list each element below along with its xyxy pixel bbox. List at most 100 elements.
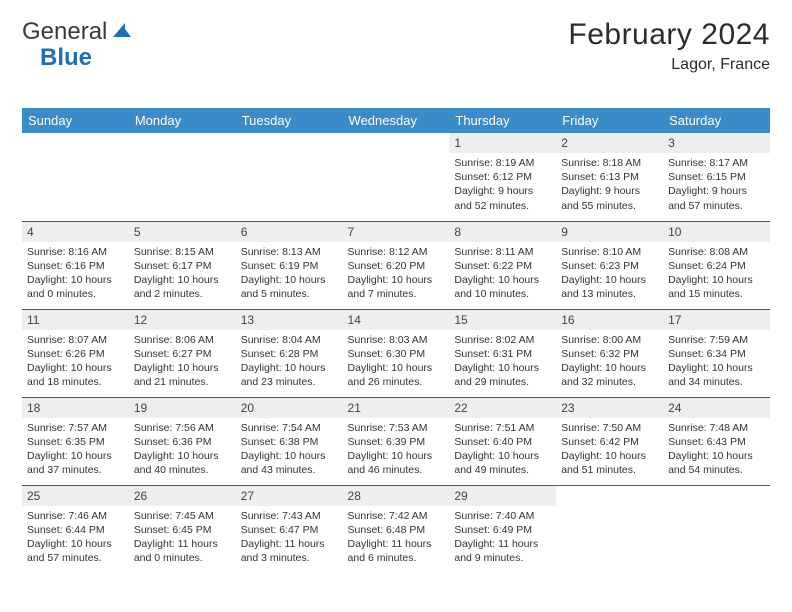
calendar-thead: Sunday Monday Tuesday Wednesday Thursday… xyxy=(22,108,770,133)
calendar-cell xyxy=(556,485,663,573)
day-number: 5 xyxy=(129,222,236,242)
day-number: 9 xyxy=(556,222,663,242)
sunrise-text: Sunrise: 7:56 AM xyxy=(134,421,231,435)
day-number: 10 xyxy=(663,222,770,242)
day-number xyxy=(129,133,236,153)
calendar-cell xyxy=(236,133,343,221)
dl1-text: Daylight: 9 hours xyxy=(454,184,551,198)
calendar-cell: 7Sunrise: 8:12 AMSunset: 6:20 PMDaylight… xyxy=(343,221,450,309)
day-number: 2 xyxy=(556,133,663,153)
cell-body: Sunrise: 7:57 AMSunset: 6:35 PMDaylight:… xyxy=(22,418,129,482)
calendar-cell xyxy=(22,133,129,221)
cell-body: Sunrise: 8:17 AMSunset: 6:15 PMDaylight:… xyxy=(663,153,770,217)
cell-body: Sunrise: 7:43 AMSunset: 6:47 PMDaylight:… xyxy=(236,506,343,570)
calendar-cell xyxy=(663,485,770,573)
sunrise-text: Sunrise: 7:54 AM xyxy=(241,421,338,435)
weekday-header: Friday xyxy=(556,108,663,133)
weekday-header: Thursday xyxy=(449,108,556,133)
cell-body: Sunrise: 8:10 AMSunset: 6:23 PMDaylight:… xyxy=(556,242,663,306)
calendar-cell: 16 Sunrise: 8:00 AMSunset: 6:32 PMDayligh… xyxy=(556,309,663,397)
title-block: February 2024 Lagor, France xyxy=(568,18,770,74)
cell-body: Sunrise: 7:54 AMSunset: 6:38 PMDaylight:… xyxy=(236,418,343,482)
calendar-cell: 8Sunrise: 8:11 AMSunset: 6:22 PMDaylight… xyxy=(449,221,556,309)
dl1-text: Daylight: 11 hours xyxy=(241,537,338,551)
calendar-cell: 29Sunrise: 7:40 AMSunset: 6:49 PMDayligh… xyxy=(449,485,556,573)
sunset-text: Sunset: 6:12 PM xyxy=(454,170,551,184)
dl1-text: Daylight: 10 hours xyxy=(27,537,124,551)
sunrise-text: Sunrise: 7:43 AM xyxy=(241,509,338,523)
sunrise-text: Sunrise: 7:40 AM xyxy=(454,509,551,523)
dl1-text: Daylight: 10 hours xyxy=(241,273,338,287)
day-number: 16 xyxy=(556,310,663,330)
day-number xyxy=(236,133,343,153)
calendar-cell: 4Sunrise: 8:16 AMSunset: 6:16 PMDaylight… xyxy=(22,221,129,309)
day-number: 11 xyxy=(22,310,129,330)
dl2-text: and 40 minutes. xyxy=(134,463,231,477)
sunrise-text: Sunrise: 7:59 AM xyxy=(668,333,765,347)
sunset-text: Sunset: 6:22 PM xyxy=(454,259,551,273)
sunrise-text: Sunrise: 8:03 AM xyxy=(348,333,445,347)
dl2-text: and 57 minutes. xyxy=(27,551,124,565)
sunset-text: Sunset: 6:16 PM xyxy=(27,259,124,273)
header: General February 2024 Lagor, France xyxy=(22,18,770,74)
cell-body: Sunrise: 8:16 AMSunset: 6:16 PMDaylight:… xyxy=(22,242,129,306)
cell-body: Sunrise: 8:13 AMSunset: 6:19 PMDaylight:… xyxy=(236,242,343,306)
cell-body: Sunrise: 8:03 AMSunset: 6:30 PMDaylight:… xyxy=(343,330,450,394)
sunset-text: Sunset: 6:49 PM xyxy=(454,523,551,537)
day-number: 14 xyxy=(343,310,450,330)
sunrise-text: Sunrise: 8:13 AM xyxy=(241,245,338,259)
cell-body: Sunrise: 7:40 AMSunset: 6:49 PMDaylight:… xyxy=(449,506,556,570)
sunrise-text: Sunrise: 8:16 AM xyxy=(27,245,124,259)
calendar-cell: 10Sunrise: 8:08 AMSunset: 6:24 PMDayligh… xyxy=(663,221,770,309)
dl1-text: Daylight: 10 hours xyxy=(454,449,551,463)
calendar-cell: 20Sunrise: 7:54 AMSunset: 6:38 PMDayligh… xyxy=(236,397,343,485)
dl1-text: Daylight: 10 hours xyxy=(561,273,658,287)
day-number: 28 xyxy=(343,486,450,506)
calendar-cell: 27Sunrise: 7:43 AMSunset: 6:47 PMDayligh… xyxy=(236,485,343,573)
sunrise-text: Sunrise: 8:17 AM xyxy=(668,156,765,170)
dl1-text: Daylight: 11 hours xyxy=(134,537,231,551)
dl2-text: and 3 minutes. xyxy=(241,551,338,565)
dl2-text: and 49 minutes. xyxy=(454,463,551,477)
dl1-text: Daylight: 10 hours xyxy=(561,361,658,375)
weekday-header: Wednesday xyxy=(343,108,450,133)
day-number: 27 xyxy=(236,486,343,506)
sunrise-text: Sunrise: 8:00 AM xyxy=(561,333,658,347)
dl2-text: and 57 minutes. xyxy=(668,199,765,213)
brand-logo: General xyxy=(22,18,133,46)
dl2-text: and 9 minutes. xyxy=(454,551,551,565)
sunrise-text: Sunrise: 7:42 AM xyxy=(348,509,445,523)
sunset-text: Sunset: 6:36 PM xyxy=(134,435,231,449)
dl1-text: Daylight: 10 hours xyxy=(241,449,338,463)
sunset-text: Sunset: 6:32 PM xyxy=(561,347,658,361)
sunset-text: Sunset: 6:15 PM xyxy=(668,170,765,184)
dl1-text: Daylight: 11 hours xyxy=(454,537,551,551)
day-number xyxy=(343,133,450,153)
cell-body: Sunrise: 8:04 AMSunset: 6:28 PMDaylight:… xyxy=(236,330,343,394)
day-number xyxy=(663,486,770,506)
dl1-text: Daylight: 10 hours xyxy=(27,273,124,287)
day-number: 7 xyxy=(343,222,450,242)
sunset-text: Sunset: 6:44 PM xyxy=(27,523,124,537)
sunset-text: Sunset: 6:47 PM xyxy=(241,523,338,537)
calendar-cell: 12Sunrise: 8:06 AMSunset: 6:27 PMDayligh… xyxy=(129,309,236,397)
cell-body: Sunrise: 8:07 AMSunset: 6:26 PMDaylight:… xyxy=(22,330,129,394)
dl1-text: Daylight: 10 hours xyxy=(561,449,658,463)
cell-body: Sunrise: 8:11 AMSunset: 6:22 PMDaylight:… xyxy=(449,242,556,306)
sunrise-text: Sunrise: 7:57 AM xyxy=(27,421,124,435)
cell-body: Sunrise: 7:50 AMSunset: 6:42 PMDaylight:… xyxy=(556,418,663,482)
day-number: 23 xyxy=(556,398,663,418)
dl2-text: and 5 minutes. xyxy=(241,287,338,301)
cell-body: Sunrise: 8:08 AMSunset: 6:24 PMDaylight:… xyxy=(663,242,770,306)
calendar-cell: 19Sunrise: 7:56 AMSunset: 6:36 PMDayligh… xyxy=(129,397,236,485)
brand-part2-wrap: Blue xyxy=(40,44,92,72)
calendar-row: 25Sunrise: 7:46 AMSunset: 6:44 PMDayligh… xyxy=(22,485,770,573)
calendar-table: Sunday Monday Tuesday Wednesday Thursday… xyxy=(22,108,770,573)
dl2-text: and 0 minutes. xyxy=(134,551,231,565)
dl1-text: Daylight: 10 hours xyxy=(134,361,231,375)
day-number: 24 xyxy=(663,398,770,418)
weekday-header: Sunday xyxy=(22,108,129,133)
sunrise-text: Sunrise: 7:53 AM xyxy=(348,421,445,435)
day-number: 6 xyxy=(236,222,343,242)
sunset-text: Sunset: 6:43 PM xyxy=(668,435,765,449)
